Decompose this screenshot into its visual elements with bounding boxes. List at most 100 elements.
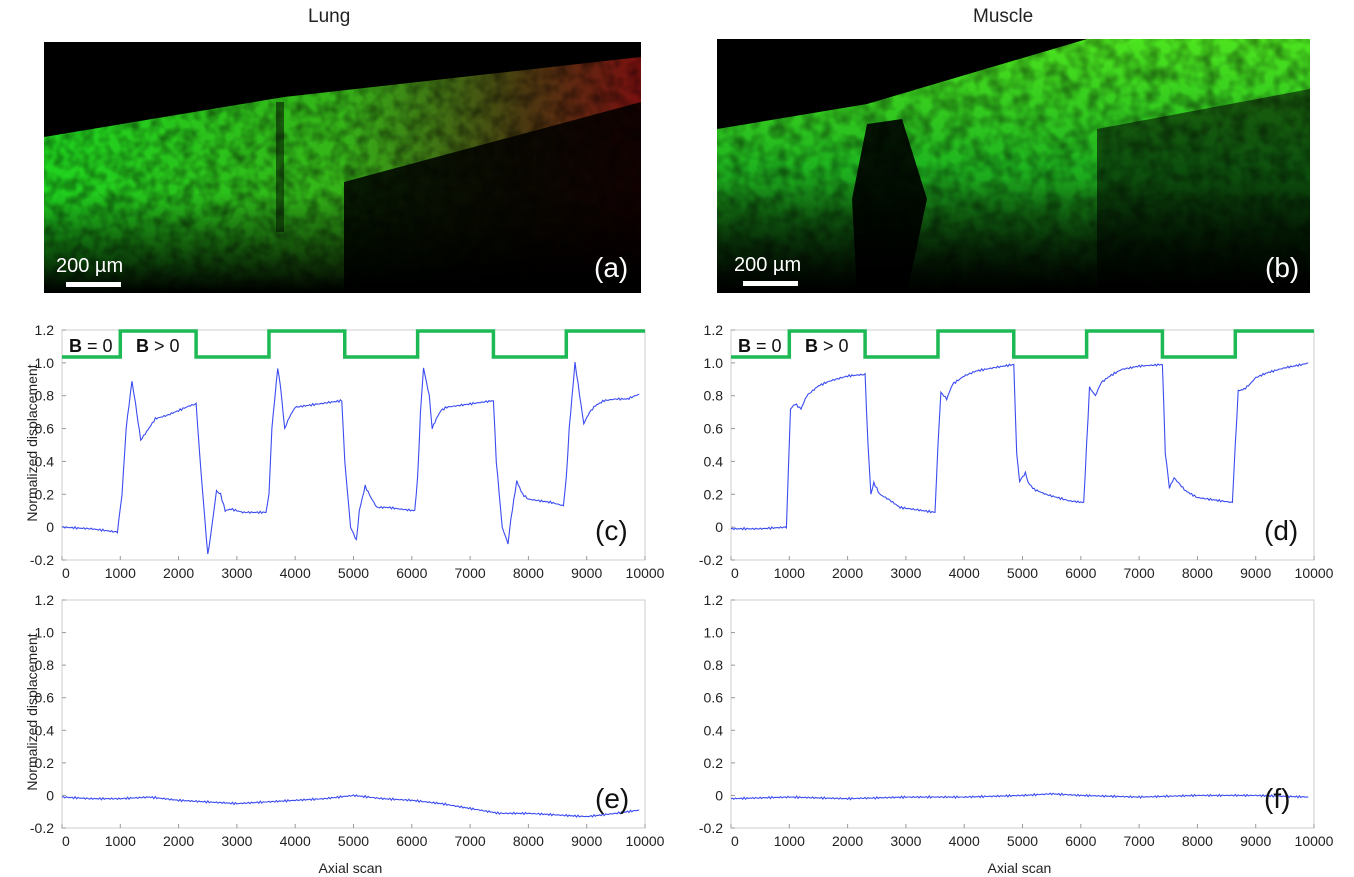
x-tick-label: 8000 (1182, 565, 1213, 581)
y-tick-label: 0.2 (35, 755, 55, 771)
y-tick-label: -0.2 (30, 820, 54, 836)
x-tick-label: 2000 (832, 565, 863, 581)
oct-image-muscle: 200 µm (b) (717, 39, 1310, 293)
x-tick-label: 5000 (1007, 565, 1038, 581)
panel-label-f: (f) (1264, 783, 1291, 814)
stimulus-waveform (731, 329, 1314, 359)
chart-svg-e: 0 1000 2000 3000 4000 5000 6000 7000 8000 9000 100… (30, 592, 665, 849)
scale-bar (66, 282, 121, 287)
x-tick-label: 9000 (1240, 565, 1271, 581)
x-tick-label: 2000 (832, 833, 863, 849)
x-tick-label: 5000 (338, 565, 369, 581)
stimulus-off-label: B = 0 (69, 336, 113, 356)
y-tick-label: 0 (46, 519, 54, 535)
plot-frame (730, 329, 1315, 561)
x-tick-label: 1000 (105, 833, 136, 849)
x-axis-label: Axial scan (987, 860, 1052, 876)
y-tick-label: 0.8 (35, 388, 55, 404)
y-tick-label: 0.6 (35, 421, 55, 437)
column-title-left: Lung (308, 6, 351, 27)
y-tick-label: 1.2 (35, 322, 55, 338)
panel-label-e: (e) (595, 783, 630, 814)
x-tick-label: 4000 (280, 833, 311, 849)
y-tick-label: 1.2 (704, 322, 724, 338)
y-tick-label: 0.6 (704, 690, 724, 706)
x-tick-label: 10000 (1295, 833, 1334, 849)
y-axis-label: Normalized displacement (24, 633, 40, 791)
x-tick-label: 0 (731, 833, 739, 849)
panel-label-c: (c) (595, 515, 628, 546)
y-tick-label: 0.8 (35, 657, 55, 673)
stimulus-waveform (62, 329, 645, 359)
y-tick-label: 0.2 (35, 486, 55, 502)
y-tick-label: -0.2 (699, 552, 723, 568)
x-tick-label: 7000 (455, 565, 486, 581)
chart-svg-d: 0 1000 2000 3000 4000 5000 6000 7000 8000 9000 100… (699, 322, 1334, 581)
x-tick-label: 3000 (890, 833, 921, 849)
x-tick-label: 10000 (1295, 565, 1334, 581)
series-line (730, 362, 1309, 531)
x-tick-label: 4000 (949, 833, 980, 849)
column-title-right: Muscle (973, 6, 1034, 27)
y-tick-label: 1.0 (704, 625, 724, 641)
stimulus-on-label: B > 0 (805, 336, 849, 356)
y-tick-label: 0.2 (704, 486, 724, 502)
series-line (61, 794, 640, 819)
y-tick-label: 0.8 (704, 657, 724, 673)
chart-svg-c: 0 1000 2000 3000 4000 5000 6000 7000 8000 9000 100… (30, 322, 665, 581)
y-tick-label: 0.6 (35, 690, 55, 706)
x-tick-label: 6000 (1065, 565, 1096, 581)
chart-svg-f: 0 1000 2000 3000 4000 5000 6000 7000 8000 9000 100… (699, 592, 1334, 849)
scale-bar-label: 200 µm (56, 255, 124, 277)
y-tick-label: 0.4 (35, 722, 55, 738)
y-tick-label: 0 (715, 519, 723, 535)
y-tick-label: 0.4 (704, 722, 724, 738)
y-tick-label: 1.2 (35, 592, 55, 608)
x-tick-label: 5000 (338, 833, 369, 849)
stimulus-off-label: B = 0 (738, 336, 782, 356)
y-tick-label: 1.0 (704, 355, 724, 371)
y-tick-label: 0.6 (704, 421, 724, 437)
y-tick-label: 0.4 (35, 453, 55, 469)
x-tick-label: 1000 (774, 565, 805, 581)
x-axis-label: Axial scan (318, 860, 383, 876)
x-tick-label: 5000 (1007, 833, 1038, 849)
y-tick-label: -0.2 (30, 552, 54, 568)
x-tick-label: 7000 (455, 833, 486, 849)
y-tick-label: 0.8 (704, 388, 724, 404)
oct-image-muscle-texture (717, 39, 1310, 293)
x-tick-label: 7000 (1124, 833, 1155, 849)
x-tick-label: 7000 (1124, 565, 1155, 581)
x-tick-label: 9000 (571, 833, 602, 849)
x-tick-label: 3000 (221, 565, 252, 581)
y-tick-label: 1.2 (704, 592, 724, 608)
x-tick-label: 6000 (1065, 833, 1096, 849)
y-tick-label: 1.0 (35, 625, 55, 641)
x-tick-label: 3000 (221, 833, 252, 849)
oct-image-lung-texture (44, 42, 641, 293)
y-tick-label: 0 (46, 787, 54, 803)
x-tick-label: 1000 (774, 833, 805, 849)
x-tick-label: 1000 (105, 565, 136, 581)
y-tick-label: -0.2 (699, 820, 723, 836)
y-tick-label: 1.0 (35, 355, 55, 371)
plot-frame (61, 329, 646, 561)
y-tick-label: 0.4 (704, 453, 724, 469)
panel-label-d: (d) (1264, 515, 1299, 546)
y-tick-label: 0.2 (704, 755, 724, 771)
y-axis-label: Normalized displacement (24, 364, 40, 522)
x-tick-label: 0 (731, 565, 739, 581)
x-tick-label: 2000 (163, 565, 194, 581)
scale-bar-label: 200 µm (734, 254, 802, 276)
x-tick-label: 8000 (513, 833, 544, 849)
x-tick-label: 9000 (571, 565, 602, 581)
oct-image-lung: 200 µm (a) (44, 42, 641, 293)
x-tick-label: 6000 (396, 833, 427, 849)
x-tick-label: 8000 (1182, 833, 1213, 849)
series-line (61, 362, 640, 555)
series-line (730, 792, 1309, 801)
y-tick-label: 0 (715, 787, 723, 803)
x-tick-label: 10000 (626, 565, 665, 581)
x-tick-label: 2000 (163, 833, 194, 849)
x-tick-label: 8000 (513, 565, 544, 581)
